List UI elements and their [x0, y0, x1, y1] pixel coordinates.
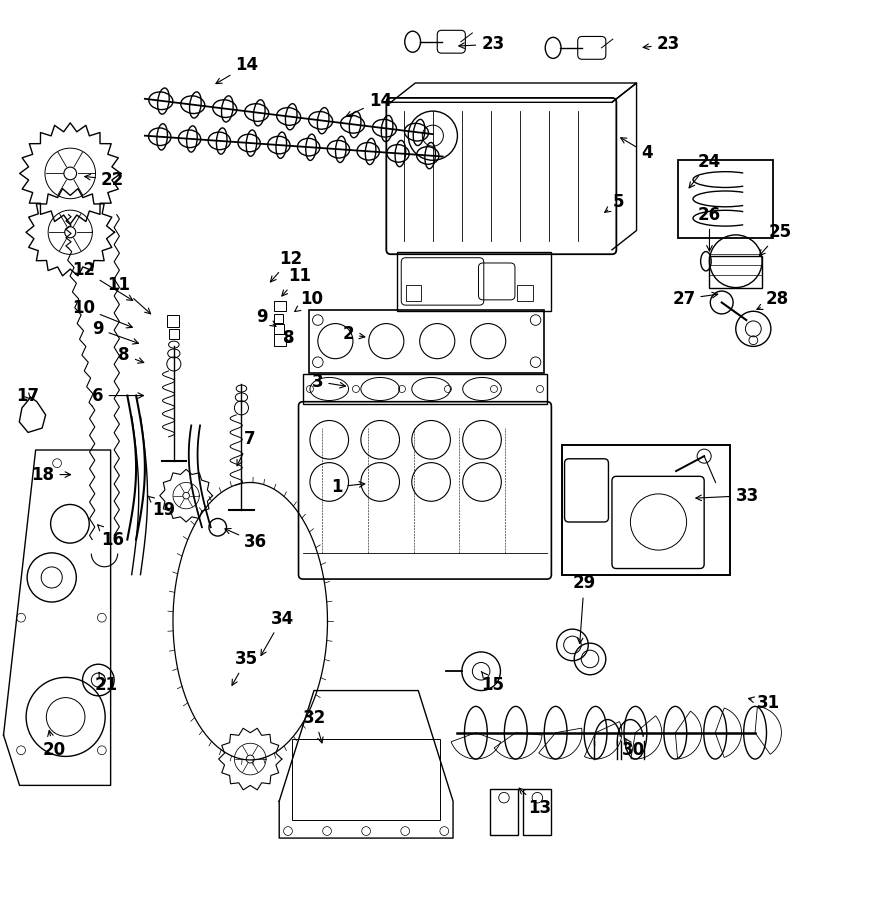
- Text: 5: 5: [604, 194, 624, 212]
- Text: 12: 12: [270, 249, 302, 282]
- Text: 31: 31: [747, 694, 779, 712]
- Text: 23: 23: [643, 35, 679, 53]
- Text: 2: 2: [342, 325, 364, 343]
- Text: 36: 36: [225, 528, 267, 551]
- Text: 18: 18: [32, 465, 70, 483]
- Text: 8: 8: [118, 346, 144, 364]
- Text: 10: 10: [295, 290, 323, 311]
- Text: 3: 3: [311, 373, 345, 391]
- Text: 13: 13: [518, 788, 551, 817]
- Text: 28: 28: [756, 290, 788, 310]
- Text: 21: 21: [95, 672, 118, 694]
- Text: 22: 22: [85, 171, 124, 189]
- Text: 34: 34: [260, 609, 293, 655]
- Text: 35: 35: [232, 650, 258, 685]
- Text: 24: 24: [688, 153, 720, 188]
- Text: 14: 14: [216, 57, 258, 84]
- Text: 4: 4: [620, 138, 652, 162]
- Polygon shape: [279, 690, 453, 838]
- Text: 14: 14: [346, 92, 391, 117]
- Text: 19: 19: [148, 496, 175, 518]
- Text: 20: 20: [42, 731, 65, 760]
- Text: 7: 7: [237, 430, 255, 465]
- Text: 9: 9: [92, 320, 139, 344]
- Text: 10: 10: [72, 299, 132, 328]
- Text: 9: 9: [256, 308, 275, 327]
- Text: 26: 26: [697, 206, 720, 251]
- Text: 1: 1: [331, 478, 364, 496]
- Text: 11: 11: [282, 267, 310, 296]
- Text: 29: 29: [572, 574, 595, 644]
- Text: 25: 25: [759, 223, 790, 256]
- Text: 32: 32: [303, 709, 325, 742]
- Text: 33: 33: [695, 487, 758, 505]
- Text: 8: 8: [282, 328, 294, 346]
- Text: 23: 23: [459, 35, 503, 53]
- Text: 6: 6: [92, 387, 143, 405]
- Text: 15: 15: [481, 671, 503, 694]
- Text: 16: 16: [97, 525, 124, 549]
- Text: 11: 11: [107, 276, 151, 314]
- Text: 17: 17: [16, 387, 39, 405]
- Text: 30: 30: [621, 738, 644, 760]
- Text: 27: 27: [672, 290, 717, 308]
- Text: 12: 12: [72, 261, 132, 301]
